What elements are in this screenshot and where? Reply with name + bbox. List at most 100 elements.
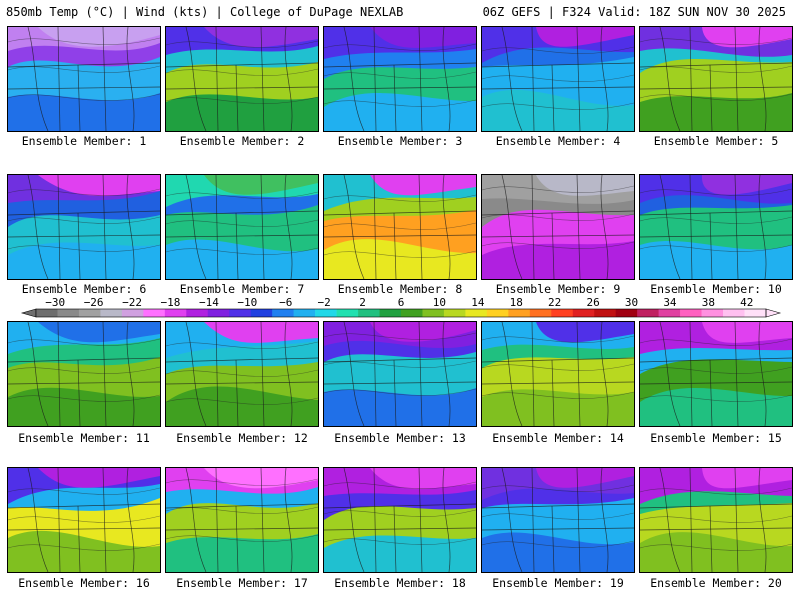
boundary-line: [531, 175, 535, 279]
colorbar-tick-label: 18: [510, 296, 523, 309]
ensemble-map-panel: [7, 26, 161, 132]
run-valid-time: 06Z GEFS | F324 Valid: 18Z SUN NOV 30 20…: [482, 5, 786, 19]
ensemble-member-caption: Ensemble Member: 5: [653, 134, 779, 148]
contour-band: [370, 468, 476, 489]
contour-band: [640, 241, 792, 279]
isotherm-line: [482, 363, 634, 371]
ensemble-member-caption: Ensemble Member: 2: [179, 134, 305, 148]
colorbar-swatch: [164, 309, 187, 317]
temperature-field-map: [640, 27, 792, 131]
colorbar-swatch: [57, 309, 80, 317]
ensemble-map-panel: [7, 174, 161, 280]
colorbar-swatch: [121, 309, 144, 317]
ensemble-member-caption: Ensemble Member: 7: [179, 282, 305, 296]
ensemble-map-panel: [165, 321, 319, 427]
ensemble-member-caption: Ensemble Member: 14: [492, 431, 624, 445]
boundary-line: [709, 505, 713, 572]
colorbar-tick-label: −30: [45, 296, 65, 309]
ensemble-member-caption: Ensemble Member: 18: [334, 576, 466, 590]
ensemble-member-caption: Ensemble Member: 12: [176, 431, 308, 445]
ensemble-member-caption: Ensemble Member: 20: [650, 576, 782, 590]
boundary-line: [734, 468, 739, 572]
boundary-line: [393, 64, 397, 131]
boundary-line: [551, 64, 555, 131]
isotherm-line: [324, 43, 476, 51]
isotherm-line: [8, 543, 160, 551]
isotherm-line: [324, 222, 476, 230]
colorbar-arrow-left: [20, 308, 37, 318]
isotherm-line: [640, 543, 792, 551]
colorbar-tick-label: 30: [625, 296, 638, 309]
temperature-field-map: [324, 27, 476, 131]
ensemble-member-caption: Ensemble Member: 15: [650, 431, 782, 445]
boundary-line: [235, 505, 239, 572]
boundary-line: [166, 527, 318, 531]
contour-band: [8, 387, 160, 426]
colorbar-swatch: [422, 309, 445, 317]
colorbar-swatch: [401, 309, 423, 317]
isotherm-line: [166, 369, 318, 377]
temperature-field-map: [8, 27, 160, 131]
boundary-line: [482, 234, 634, 238]
colorbar-swatch: [594, 309, 617, 317]
isotherm-line: [8, 338, 160, 346]
isotherm-line: [8, 487, 160, 495]
boundary-line: [442, 322, 451, 426]
boundary-line: [343, 468, 365, 572]
isotherm-line: [8, 394, 160, 402]
boundary-line: [27, 27, 49, 131]
isotherm-line: [482, 213, 634, 221]
boundary-line: [185, 175, 207, 279]
temperature-field-map: [8, 322, 160, 426]
isotherm-line: [166, 247, 318, 255]
isotherm-line: [8, 65, 160, 73]
boundary-line: [576, 322, 581, 426]
boundary-line: [531, 322, 535, 426]
boundary-line: [126, 175, 135, 279]
temperature-colorbar: −30 −26 −22 −18 −14 −10 −6 −2 2 6 10 14 18 22 26 30 34 38…: [20, 296, 782, 318]
boundary-line: [260, 322, 265, 426]
contour-band: [482, 241, 634, 279]
isotherm-line: [640, 216, 792, 224]
boundary-line: [418, 175, 423, 279]
boundary-line: [531, 468, 535, 572]
boundary-line: [659, 468, 681, 572]
isotherm-line: [324, 194, 476, 202]
ensemble-map-panel: [481, 174, 635, 280]
isotherm-line: [640, 487, 792, 495]
contour-band: [324, 239, 476, 279]
contour-band: [482, 89, 634, 131]
ensemble-map-panel: [7, 321, 161, 427]
colorbar-tick-label: 22: [548, 296, 561, 309]
temperature-field-map: [166, 322, 318, 426]
ensemble-map-panel: [323, 26, 477, 132]
contour-band: [640, 388, 792, 426]
colorbar-tick-label: 42: [740, 296, 753, 309]
boundary-line: [215, 468, 219, 572]
colorbar-swatch: [229, 309, 252, 317]
boundary-line: [284, 27, 293, 131]
boundary-line: [185, 27, 207, 131]
boundary-line: [284, 175, 293, 279]
boundary-line: [600, 27, 609, 131]
temperature-field-map: [482, 27, 634, 131]
temperature-field-map: [640, 468, 792, 572]
boundary-line: [640, 86, 792, 90]
contour-band: [640, 93, 792, 131]
boundary-line: [284, 468, 293, 572]
contour-band: [38, 468, 160, 488]
colorbar-swatch: [272, 309, 294, 317]
ensemble-member-caption: Ensemble Member: 1: [21, 134, 147, 148]
colorbar-tick-label: −18: [161, 296, 181, 309]
colorbar-swatch: [701, 309, 724, 317]
isotherm-line: [482, 74, 634, 82]
contour-band: [482, 389, 634, 426]
colorbar-tick-label: 2: [359, 296, 366, 309]
isotherm-line: [324, 99, 476, 107]
boundary-line: [418, 27, 423, 131]
isotherm-line: [166, 534, 318, 542]
boundary-line: [57, 322, 61, 426]
colorbar-tick-label: −2: [318, 296, 331, 309]
colorbar-swatch: [143, 309, 166, 317]
isotherm-line: [324, 360, 476, 368]
